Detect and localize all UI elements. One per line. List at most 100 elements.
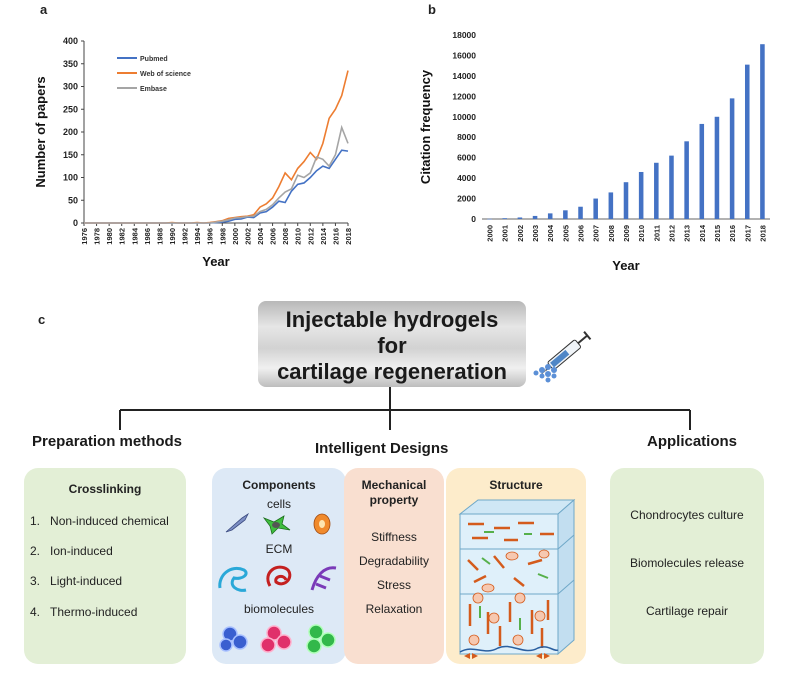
mechanical-property-box: Mechanical property Stiffness Degradabil…	[344, 468, 444, 664]
x-tick-label: 2014	[698, 224, 707, 242]
x-tick-label: 2014	[319, 227, 328, 245]
section-intelligent-designs: Intelligent Designs	[315, 440, 449, 457]
application-item: Cartilage repair	[645, 604, 729, 618]
x-tick-label: 2002	[243, 228, 252, 245]
structure-box: Structure	[446, 468, 586, 664]
x-tick-label: 2006	[577, 225, 586, 242]
y-axis-title: Number of papers	[33, 76, 48, 187]
x-tick-label: 2006	[269, 228, 278, 245]
x-tick-label: 2001	[501, 225, 510, 242]
syringe-icon	[533, 331, 592, 383]
mechanical-title-line-1: Mechanical	[361, 478, 427, 492]
y-tick-label: 2000	[457, 194, 476, 204]
bar	[563, 210, 568, 219]
components-cells-label: cells	[266, 497, 291, 511]
papers-line-chart: 0 50 100 150 200 250 300 350 400 1976 1978 1980 1982…	[33, 36, 353, 269]
panel-label-a: a	[40, 2, 48, 17]
x-tick-label: 2012	[306, 228, 315, 245]
mechanical-item: Relaxation	[365, 602, 423, 616]
y-tick-label: 150	[63, 150, 78, 160]
biomolecule-icons	[219, 624, 336, 654]
y-tick-label: 100	[63, 173, 78, 183]
y-tick-label: 0	[471, 214, 476, 224]
citation-bar-chart: 0 2000 4000 6000 8000 10000 12000 14000 16000 180…	[418, 30, 770, 273]
x-tick-label: 2018	[344, 228, 353, 245]
y-tick-label: 10000	[452, 112, 476, 122]
x-tick-label: 2005	[561, 225, 570, 242]
x-tick-label: 2004	[546, 224, 555, 242]
y-tick-label: 4000	[457, 173, 476, 183]
bar	[744, 64, 750, 220]
crosslinking-title: Crosslinking	[68, 482, 142, 496]
bar	[654, 162, 659, 219]
x-tick-label: 2000	[231, 228, 240, 245]
legend-entry: Web of science	[140, 71, 191, 78]
x-tick-label: 2015	[713, 225, 722, 242]
x-tick-label: 2016	[331, 228, 340, 245]
y-tick-label: 6000	[457, 153, 476, 163]
crosslinking-item: 4. Thermo-induced	[30, 605, 138, 619]
y-tick-label: 200	[63, 127, 78, 137]
x-tick-label: 2016	[728, 225, 737, 242]
x-tick-label: 2007	[592, 225, 601, 242]
x-tick-label: 1994	[193, 227, 202, 245]
application-item: Biomolecules release	[629, 556, 745, 570]
components-box: Components cells ECM biomolecules	[212, 468, 346, 664]
bar	[532, 215, 538, 219]
x-tick-label: 2000	[486, 225, 495, 242]
x-tick-label: 2010	[637, 225, 646, 242]
x-tick-label: 2010	[294, 228, 303, 245]
x-tick-label: 1992	[181, 228, 190, 245]
bar	[669, 155, 674, 219]
diagram-title-line-1: Injectable hydrogels	[285, 307, 499, 332]
applications-box: Chondrocytes culture Biomolecules releas…	[610, 468, 764, 664]
x-tick-label: 2011	[652, 225, 661, 241]
section-preparation-methods: Preparation methods	[32, 433, 183, 450]
application-item: Chondrocytes culture	[630, 508, 744, 522]
x-tick-label: 2013	[683, 225, 692, 242]
x-tick-label: 2018	[758, 225, 767, 242]
bar	[729, 98, 735, 219]
components-ecm-label: ECM	[265, 542, 293, 556]
bar	[684, 141, 689, 219]
legend-entry: Embase	[140, 86, 167, 93]
y-tick-label: 8000	[457, 132, 476, 142]
structure-title: Structure	[489, 478, 543, 492]
x-tick-label: 2017	[743, 225, 752, 242]
section-applications: Applications	[647, 433, 738, 450]
diagram-title-box: Injectable hydrogels for cartilage regen…	[258, 301, 526, 387]
legend-entry: Pubmed	[140, 56, 168, 63]
diagram-title-line-2: for	[377, 333, 407, 358]
components-title: Components	[242, 478, 316, 492]
bar	[547, 213, 553, 219]
panel-label-c: c	[38, 312, 46, 327]
y-tick-label: 14000	[452, 71, 476, 81]
mechanical-item: Stress	[376, 578, 411, 592]
crosslinking-item: 2. Ion-induced	[30, 544, 113, 558]
cartilage-structure-illustration	[458, 498, 576, 659]
bar	[608, 192, 614, 219]
y-tick-label: 250	[63, 104, 78, 114]
cell-icons	[225, 512, 331, 535]
x-tick-label: 2009	[622, 225, 631, 242]
y-axis-title: Citation frequency	[418, 69, 433, 184]
x-tick-label: 1986	[143, 228, 152, 245]
bar	[578, 206, 583, 219]
components-biomolecules-label: biomolecules	[243, 602, 315, 616]
x-tick-label: 2008	[281, 228, 290, 245]
ecm-icons	[218, 565, 337, 592]
x-tick-label: 1976	[80, 228, 89, 245]
mechanical-item: Degradability	[358, 554, 430, 568]
bar	[593, 198, 598, 219]
x-tick-label: 2003	[531, 225, 540, 242]
x-tick-label: 1990	[168, 228, 177, 245]
x-axis-title: Year	[612, 258, 639, 273]
y-tick-label: 12000	[452, 91, 476, 101]
y-tick-label: 18000	[452, 30, 476, 40]
x-tick-label: 1982	[118, 228, 127, 245]
mechanical-item: Stiffness	[371, 530, 417, 544]
diagram-title-line-3: cartilage regeneration	[277, 359, 507, 384]
y-tick-label: 350	[63, 59, 78, 69]
x-tick-label: 2012	[667, 225, 676, 242]
